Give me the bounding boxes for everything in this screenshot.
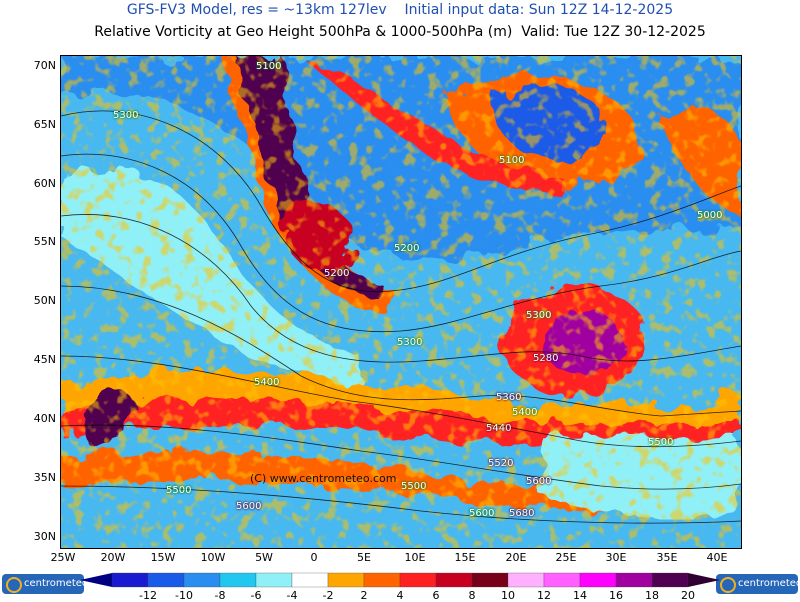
lon-label-15e: 15E [454, 551, 476, 564]
logo-ring-icon [720, 577, 736, 593]
contour-label: 5300 [526, 310, 552, 321]
colorbar-swatch [507, 572, 545, 588]
lon-label-35e: 35E [656, 551, 678, 564]
colorbar-tick-label: 10 [501, 589, 515, 602]
contour-label: 5400 [254, 377, 280, 388]
lat-label-65n: 65N [33, 118, 56, 131]
colorbar-tick-label: -8 [214, 589, 226, 602]
contour-label: 5000 [697, 210, 723, 221]
colorbar-swatch [399, 572, 437, 588]
lat-label-40n: 40N [33, 412, 56, 425]
contour-label: 5500 [166, 485, 192, 496]
contour-label: 5400 [512, 407, 538, 418]
contour-label: 5360 [496, 392, 522, 403]
colorbar-tick-label: -12 [139, 589, 157, 602]
colorbar-tick-label: 4 [396, 589, 404, 602]
lon-label-20e: 20E [505, 551, 527, 564]
contour-label: 5600 [236, 501, 262, 512]
colorbar-tick-label: 14 [573, 589, 587, 602]
colorbar-swatch [471, 572, 509, 588]
colorbar-high-arrow [688, 573, 720, 587]
colorbar-tick-label: -6 [250, 589, 262, 602]
logo-ring-icon [6, 577, 22, 593]
colorbar-swatch [327, 572, 365, 588]
contour-label: 5300 [397, 337, 423, 348]
colorbar-tick-label: 20 [681, 589, 695, 602]
lon-label-5e: 5E [357, 551, 371, 564]
contour-label: 5440 [486, 423, 512, 434]
colorbar-swatch [291, 572, 329, 588]
lon-label-25w: 25W [50, 551, 76, 564]
colorbar-tick-label: -2 [322, 589, 334, 602]
vorticity-map: 5100 5300 5100 5000 5200 5200 5300 5300 … [60, 55, 742, 549]
lon-label-5w: 5W [255, 551, 273, 564]
lat-label-70n: 70N [33, 59, 56, 72]
colorbar-tick-label: -4 [286, 589, 298, 602]
lon-label-30e: 30E [605, 551, 627, 564]
colorbar-swatch [255, 572, 293, 588]
centrometeo-logo-left[interactable]: centrometeo [2, 574, 88, 594]
colorbar-swatch [183, 572, 221, 588]
lon-label-15w: 15W [150, 551, 176, 564]
colorbar-swatch [147, 572, 185, 588]
contour-label: 5600 [469, 508, 495, 519]
lat-label-50n: 50N [33, 294, 56, 307]
lon-label-20w: 20W [100, 551, 126, 564]
colorbar-tick-label: 6 [432, 589, 440, 602]
lon-label-40e: 40E [706, 551, 728, 564]
colorbar-tick-label: 18 [645, 589, 659, 602]
lon-label-25e: 25E [555, 551, 577, 564]
colorbar-tick-label: 8 [468, 589, 476, 602]
map-title-line2: Relative Vorticity at Geo Height 500hPa … [94, 24, 706, 40]
colorbar-swatch [615, 572, 653, 588]
contour-label: 5500 [648, 437, 674, 448]
colorbar-swatch [579, 572, 617, 588]
copyright-text: (C) www.centrometeo.com [250, 472, 397, 485]
contour-label: 5600 [526, 476, 552, 487]
lon-label-10e: 10E [404, 551, 426, 564]
colorbar-tick-label: 16 [609, 589, 623, 602]
colorbar-tick-label: 2 [360, 589, 368, 602]
colorbar-tick-label: 12 [537, 589, 551, 602]
contour-label: 5300 [113, 110, 139, 121]
contour-label: 5100 [499, 155, 525, 166]
contour-label: 5500 [401, 481, 427, 492]
vorticity-field [61, 56, 741, 548]
map-title-line1: GFS-FV3 Model, res = ~13km 127lev Initia… [126, 2, 674, 18]
contour-label: 5100 [256, 61, 282, 72]
colorbar-swatch [435, 572, 473, 588]
colorbar-swatch [219, 572, 257, 588]
lon-label-10w: 10W [200, 551, 226, 564]
centrometeo-logo-right[interactable]: centrometeo [716, 574, 800, 594]
contour-label: 5200 [394, 243, 420, 254]
colorbar-low-arrow [80, 573, 112, 587]
colorbar-swatch [111, 572, 149, 588]
lat-label-60n: 60N [33, 177, 56, 190]
contour-label: 5280 [533, 353, 559, 364]
vorticity-colorbar [80, 572, 720, 588]
contour-label: 5680 [509, 508, 535, 519]
colorbar-swatch [543, 572, 581, 588]
lat-label-55n: 55N [33, 235, 56, 248]
height-contours [61, 110, 741, 524]
colorbar-swatch [651, 572, 689, 588]
lat-label-45n: 45N [33, 353, 56, 366]
contour-label: 5520 [488, 458, 514, 469]
lon-label-0: 0 [310, 551, 318, 564]
lat-label-30n: 30N [33, 530, 56, 543]
contour-label: 5200 [324, 268, 350, 279]
lat-label-35n: 35N [33, 471, 56, 484]
colorbar-swatch [363, 572, 401, 588]
colorbar-tick-label: -10 [175, 589, 193, 602]
